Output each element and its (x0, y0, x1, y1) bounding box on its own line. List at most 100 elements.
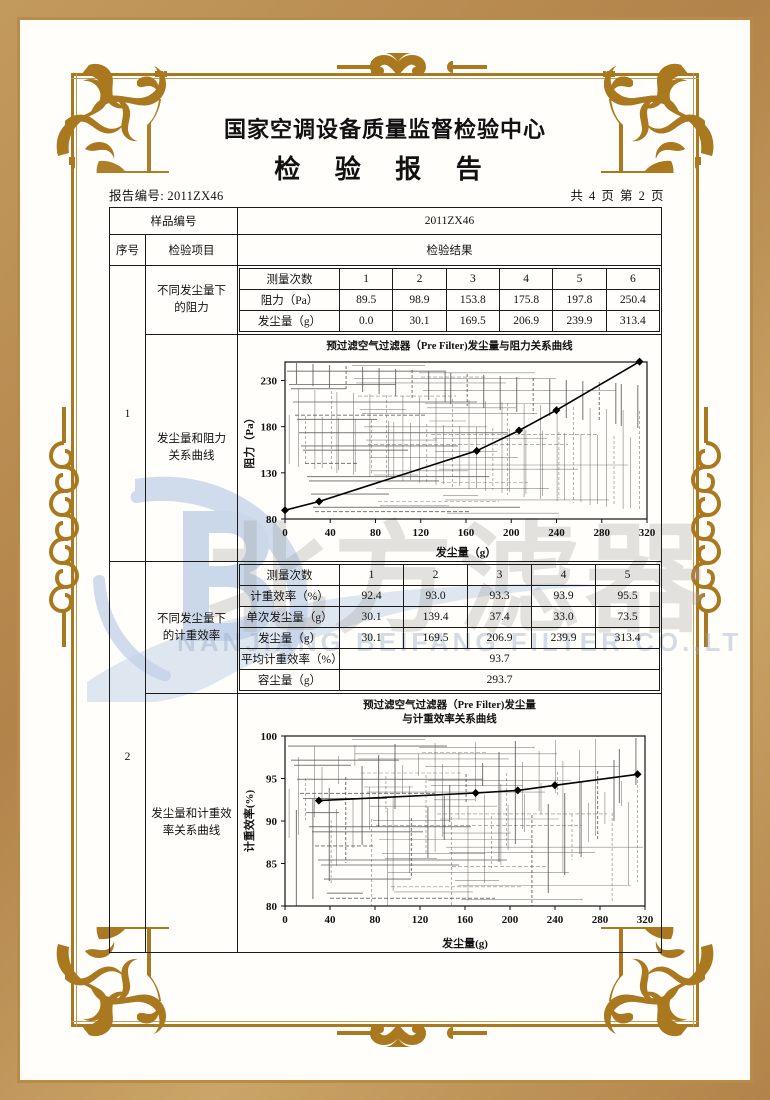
col-header-item: 检验项目 (145, 234, 238, 266)
svg-text:240: 240 (548, 527, 565, 539)
row1-item-a-line2: 的阻力 (174, 302, 209, 314)
row1-item-b-line1: 发尘量和阻力 (157, 433, 226, 446)
svg-text:0: 0 (282, 527, 288, 539)
svg-text:40: 40 (325, 914, 337, 926)
subtable-dust-row: 发尘量（g） 0.0 30.1 169.5 206.9 239.9 313.4 (239, 310, 661, 332)
svg-text:230: 230 (261, 376, 278, 388)
row2-seq: 2 (109, 561, 146, 953)
chart2-title: 预过滤空气过滤器（Pre Filter)发尘量 与计重效率关系曲线 (239, 696, 660, 727)
frame-rule-top-thin (71, 78, 699, 79)
table-row-2-chart: 发尘量和计重效 率关系曲线 预过滤空气过滤器（Pre Filter)发尘量 与计… (110, 693, 662, 953)
sd-v2: 139.4 (403, 606, 468, 629)
certificate-paper: 北方滤器 NANJIANG BEIFANG FILTER CO.,LTD. 国家… (27, 27, 743, 1073)
rs-h3: 3 (445, 268, 500, 290)
frame-rule-top (71, 73, 699, 76)
row2-result-cell: 测量次数 1 2 3 4 5 计重效率（%） 92.4 (237, 561, 662, 695)
avg-eff-row: 平均计重效率（%） 93.7 (239, 648, 660, 671)
svg-text:95: 95 (266, 773, 278, 785)
single-dust-row: 单次发尘量（g） 30.1 139.4 37.4 33.0 73.5 (239, 606, 660, 629)
rs-h2: 2 (392, 268, 447, 290)
svg-text:160: 160 (457, 914, 474, 926)
chart1-svg: 0 40 80 120 160 200 240 280 320 80 130 180 230 发尘量（g）… (242, 357, 656, 559)
svg-text:85: 85 (266, 858, 278, 870)
page-title: 检 验 报 告 (274, 155, 496, 184)
row1-item-a-line1: 不同发尘量下 (157, 285, 226, 298)
cap-label: 容尘量（g） (239, 669, 340, 692)
svg-text:240: 240 (547, 914, 564, 926)
svg-text:100: 100 (261, 731, 278, 743)
svg-text:发尘量(g): 发尘量(g) (441, 936, 488, 950)
row2-item-b-line1: 发尘量和计重效 (151, 808, 232, 821)
side-scroll-ornament-icon (691, 407, 721, 647)
cap-value: 293.7 (339, 669, 660, 692)
row2-item-a-line2: 的计重效率 (162, 629, 221, 642)
rs-h4: 4 (498, 268, 554, 290)
ef-v1: 92.4 (339, 585, 404, 608)
ef-v4: 93.9 (531, 585, 596, 608)
svg-text:发尘量（g）: 发尘量（g） (435, 545, 497, 559)
frame-rule-right (696, 73, 699, 1027)
svg-text:280: 280 (592, 914, 609, 926)
report-content: 国家空调设备质量监督检验中心 检 验 报 告 报告编号: 2011ZX46 共 … (27, 27, 743, 1073)
svg-text:0: 0 (282, 914, 288, 926)
table-row-2-efficiency: 2 不同发尘量下 的计重效率 测量次数 1 2 (109, 561, 662, 953)
svg-text:80: 80 (266, 514, 278, 526)
cd-v4: 239.9 (531, 627, 596, 650)
frame-rule-bottom-thin (71, 1021, 699, 1022)
chart1-cell: 预过滤空气过滤器（Pre Filter)发尘量与阻力关系曲线 0 40 80 120 1… (237, 333, 662, 563)
chart-efficiency: 预过滤空气过滤器（Pre Filter)发尘量 与计重效率关系曲线 0 40 80 1… (239, 696, 660, 949)
report-number: 报告编号: 2011ZX46 (109, 189, 224, 203)
ef-v5: 95.5 (595, 585, 660, 608)
ef-label: 计重效率（%） (239, 585, 340, 608)
page-number: 共 4 页 第 2 页 (570, 189, 665, 203)
row1-seq: 1 (109, 264, 146, 563)
rs-v5: 197.8 (552, 289, 607, 311)
corner-ornament-icon (601, 63, 714, 173)
svg-text:120: 120 (412, 914, 429, 926)
row2-item-a-line1: 不同发尘量下 (157, 613, 226, 625)
avg-value: 93.7 (339, 648, 660, 671)
sd-v3: 37.4 (467, 606, 532, 629)
organization-title: 国家空调设备质量监督检验中心 (223, 117, 546, 142)
svg-text:80: 80 (370, 914, 382, 926)
ef-h1: 1 (339, 564, 404, 587)
frame-rule-right-thin (693, 73, 694, 1027)
rs-v2: 98.9 (392, 289, 447, 311)
svg-text:200: 200 (503, 527, 520, 539)
rs-v3: 153.8 (445, 289, 500, 311)
svg-text:80: 80 (266, 901, 278, 913)
subtable-resistance-row: 阻力（Pa） 89.5 98.9 153.8 175.8 197.8 250.4 (239, 289, 661, 311)
chart2-cell: 预过滤空气过滤器（Pre Filter)发尘量 与计重效率关系曲线 0 40 80 1… (237, 693, 662, 953)
eff-header-row: 测量次数 1 2 3 4 5 (239, 564, 660, 587)
ef-h3: 3 (467, 564, 532, 587)
cd-v5: 313.4 (595, 627, 660, 650)
dust-capacity-row: 容尘量（g） 293.7 (239, 669, 660, 692)
eff-value-row: 计重效率（%） 92.4 93.0 93.3 93.9 95.5 (239, 585, 660, 608)
ef-h4: 4 (531, 564, 596, 587)
rs-h0: 测量次数 (239, 268, 340, 290)
resistance-subtable: 测量次数 1 2 3 4 5 6 阻力（Pa） (239, 268, 661, 332)
avg-label: 平均计重效率（%） (239, 648, 343, 671)
inspection-table: 样品编号 2011ZX46 序号 检验项目 检验结果 1 不同发尘量下 的阻力 (109, 207, 662, 953)
rs-v4: 175.8 (498, 289, 554, 311)
cd-v2: 169.5 (403, 627, 468, 650)
chart1-title: 预过滤空气过滤器（Pre Filter)发尘量与阻力关系曲线 (326, 341, 573, 352)
svg-text:80: 80 (370, 527, 382, 539)
sample-no-label: 样品编号 (109, 207, 238, 235)
row1-item-b: 发尘量和阻力 关系曲线 (145, 333, 238, 563)
rd-label: 发尘量（g） (239, 310, 340, 332)
svg-text:160: 160 (458, 527, 475, 539)
rs-v1: 89.5 (338, 289, 394, 311)
chart2-plot: 0 40 80 120 160 200 240 280 320 80 85 90 95 100 发尘量(g)… (239, 728, 660, 950)
table-row-headers: 序号 检验项目 检验结果 (109, 234, 662, 266)
corner-ornament-icon (56, 63, 169, 173)
sd-v1: 30.1 (339, 606, 404, 629)
row1-item-b-line2: 关系曲线 (168, 450, 215, 463)
sd-v4: 33.0 (531, 606, 596, 629)
cd-v1: 30.1 (339, 627, 404, 650)
svg-text:320: 320 (639, 527, 656, 539)
chart1-plot: 0 40 80 120 160 200 240 280 320 80 130 180 230 发尘量（g）… (239, 354, 660, 559)
table-row-sample-no: 样品编号 2011ZX46 (109, 207, 662, 235)
svg-text:320: 320 (637, 914, 654, 926)
rd-v5: 239.9 (552, 310, 607, 332)
